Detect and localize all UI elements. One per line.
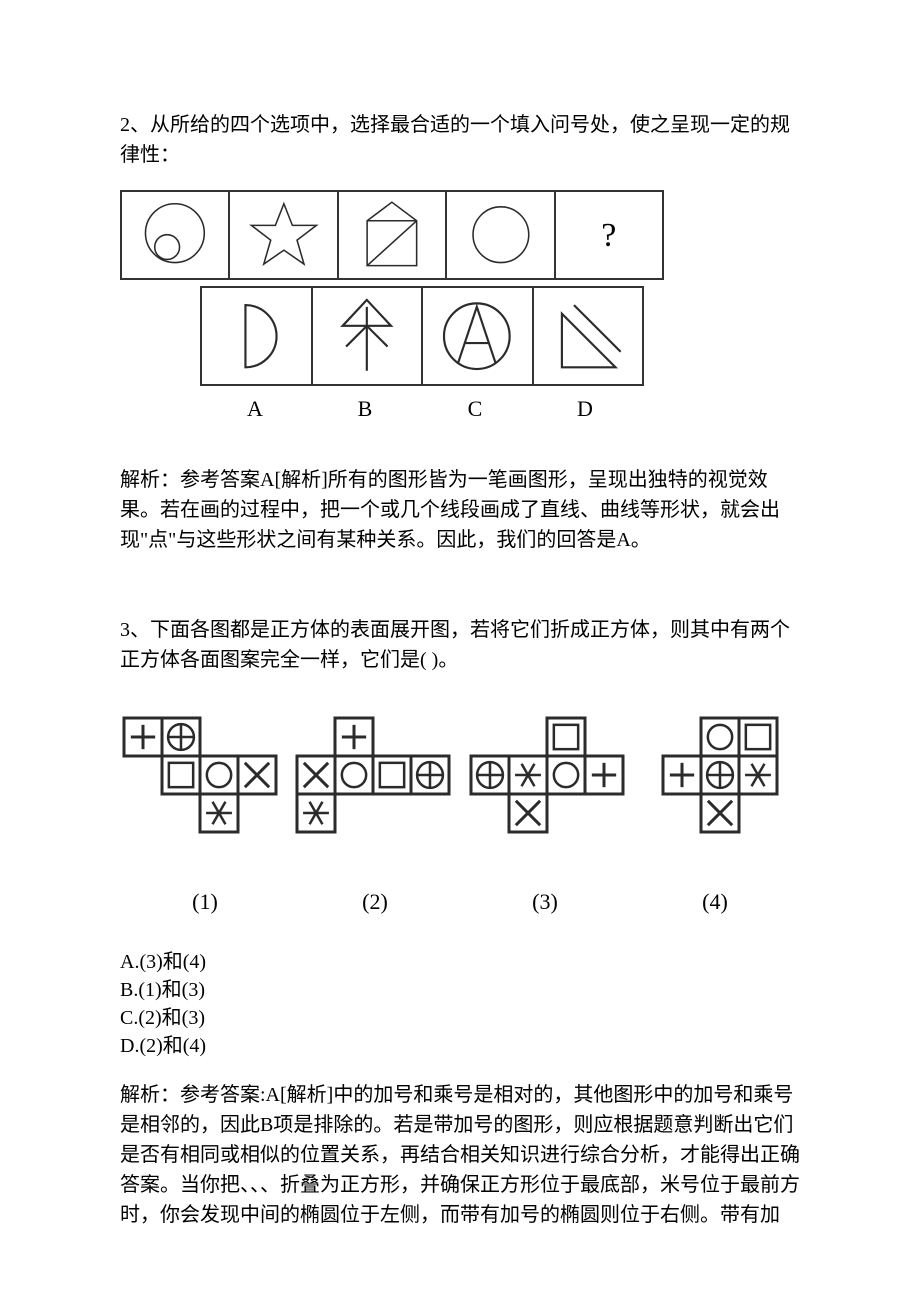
document-page: 2、从所给的四个选项中，选择最合适的一个填入问号处，使之呈现一定的规律性： ? [0,0,920,1302]
q2-cell-1 [122,192,230,278]
label-A: A [200,392,310,425]
choice-A: A.(3)和(4) [120,948,800,976]
q2-option-labels: A B C D [200,392,640,425]
q3-net-labels: (1) (2) (3) (4) [120,885,800,918]
q2-option-B [313,288,424,384]
q3-choices: A.(3)和(4) B.(1)和(3) C.(2)和(3) D.(2)和(4) [120,948,800,1060]
net-label-2: (2) [290,885,460,918]
label-B: B [310,392,420,425]
q2-option-C [423,288,534,384]
q2-option-A [202,288,313,384]
question-mark: ? [601,210,616,261]
q2-analysis: 解析：参考答案A[解析]所有的图形皆为一笔画图形，呈现出独特的视觉效果。若在画的… [120,465,800,555]
q2-prompt: 2、从所给的四个选项中，选择最合适的一个填入问号处，使之呈现一定的规律性： [120,110,800,170]
q2-cell-2 [230,192,338,278]
choice-D: D.(2)和(4) [120,1032,800,1060]
q3-net-1 [120,695,280,855]
net-label-1: (1) [120,885,290,918]
q2-options-row [200,286,644,386]
q3-prompt: 3、下面各图都是正方体的表面展开图，若将它们折成正方体，则其中有两个正方体各面图… [120,615,800,675]
net-label-4: (4) [630,885,800,918]
q2-sequence-row: ? [120,190,664,280]
q3-nets-row [120,695,800,855]
q3-analysis: 解析：参考答案:A[解析]中的加号和乘号是相对的，其他图形中的加号和乘号是相邻的… [120,1080,800,1230]
choice-B: B.(1)和(3) [120,976,800,1004]
q2-option-D [534,288,643,384]
q2-cell-4 [447,192,555,278]
q2-cell-question: ? [556,192,662,278]
q3-net-2 [293,695,453,855]
q2-cell-3 [339,192,447,278]
net-label-3: (3) [460,885,630,918]
q3-net-4 [640,695,800,855]
label-D: D [530,392,640,425]
choice-C: C.(2)和(3) [120,1004,800,1032]
q3-net-3 [467,695,627,855]
label-C: C [420,392,530,425]
